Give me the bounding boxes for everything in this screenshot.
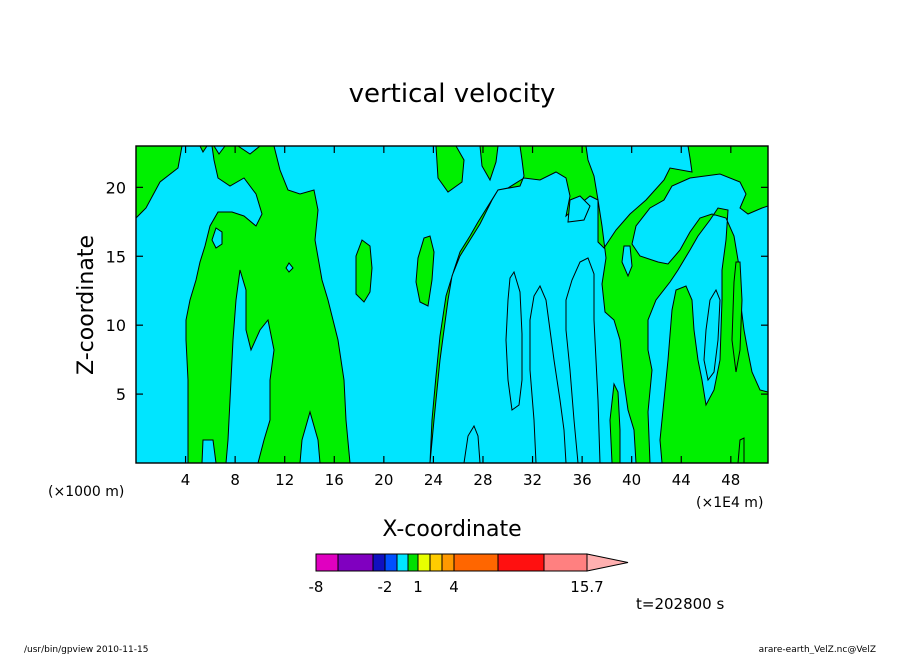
colorbar-segment xyxy=(543,553,588,572)
colorbar-segment xyxy=(384,553,398,572)
colorbar-segment xyxy=(407,553,419,572)
colorbar-label: -2 xyxy=(378,578,393,596)
x-tick-label: 8 xyxy=(230,471,240,489)
x-unit-left: (×1000 m) xyxy=(48,484,124,500)
contour-region xyxy=(505,270,523,411)
colorbar-extension xyxy=(586,553,629,572)
contour-region xyxy=(529,284,567,463)
y-axis: 5 10 15 20 xyxy=(106,178,768,404)
colorbar-segment xyxy=(417,553,431,572)
contour-region xyxy=(565,257,601,463)
colorbar-label: -8 xyxy=(309,578,324,596)
x-axis-title: X-coordinate xyxy=(382,517,521,542)
y-tick-label: 20 xyxy=(106,178,126,197)
contour-region xyxy=(609,382,621,463)
footer-right: arare-earth_VelZ.nc@VelZ xyxy=(759,645,876,654)
x-tick-label: 28 xyxy=(473,471,492,489)
contour-region xyxy=(136,146,183,219)
contour-region xyxy=(567,195,591,223)
colorbar-segment xyxy=(315,553,339,572)
chart-title: vertical velocity xyxy=(349,79,556,109)
x-unit-right: (×1E4 m) xyxy=(696,495,763,511)
x-tick-label: 16 xyxy=(325,471,344,489)
plot-frame xyxy=(135,145,769,464)
contour-region xyxy=(731,261,743,373)
contour-region xyxy=(737,437,745,463)
contour-region xyxy=(211,227,223,249)
contour-region xyxy=(435,146,465,193)
colorbar-labels: -8 -2 1 4 15.7 xyxy=(309,578,604,596)
x-tick-label: 4 xyxy=(181,471,191,489)
colorbar xyxy=(315,553,629,572)
time-label: t=202800 s xyxy=(636,595,724,613)
x-tick-label: 48 xyxy=(721,471,740,489)
x-tick-label: 20 xyxy=(374,471,393,489)
contour-region xyxy=(463,424,481,463)
contour-region xyxy=(355,239,373,303)
contour-region xyxy=(415,235,435,307)
y-tick-label: 10 xyxy=(106,316,126,335)
contour-region xyxy=(621,245,633,278)
colorbar-segment xyxy=(396,553,409,572)
colorbar-segment xyxy=(497,553,545,572)
y-tick-label: 15 xyxy=(106,247,126,266)
colorbar-label: 1 xyxy=(413,578,423,596)
plot-area xyxy=(136,146,768,463)
x-tick-label: 40 xyxy=(622,471,641,489)
contour-regions xyxy=(136,146,768,463)
contour-region xyxy=(185,146,351,463)
x-tick-label: 36 xyxy=(573,471,592,489)
colorbar-segment xyxy=(429,553,443,572)
x-tick-label: 24 xyxy=(424,471,443,489)
x-axis: 4 8 12 16 20 24 28 32 36 40 44 48 xyxy=(181,146,740,489)
y-axis-title: Z-coordinate xyxy=(74,235,99,375)
y-tick-label: 5 xyxy=(116,385,126,404)
x-tick-label: 32 xyxy=(523,471,542,489)
colorbar-segment xyxy=(453,553,499,572)
colorbar-segment xyxy=(337,553,374,572)
colorbar-segment xyxy=(372,553,386,572)
contour-region xyxy=(285,262,294,273)
contour-region xyxy=(429,146,768,463)
x-tick-label: 12 xyxy=(275,471,294,489)
colorbar-label: 15.7 xyxy=(570,578,603,596)
contour-region xyxy=(479,146,499,182)
colorbar-segment xyxy=(441,553,455,572)
colorbar-label: 4 xyxy=(449,578,459,596)
footer-left: /usr/bin/gpview 2010-11-15 xyxy=(24,645,148,654)
contour-region xyxy=(703,288,721,382)
x-tick-label: 44 xyxy=(672,471,691,489)
